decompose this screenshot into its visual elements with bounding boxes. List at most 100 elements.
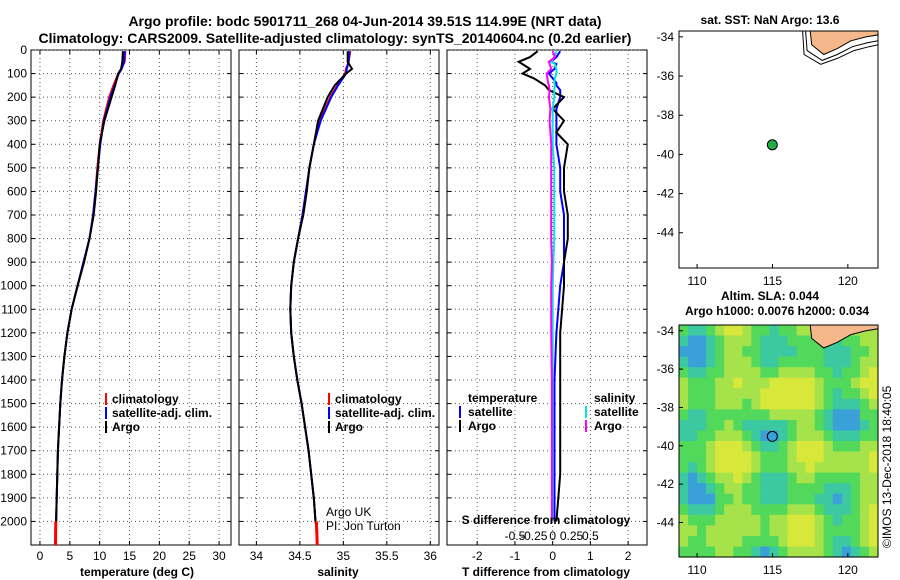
sla-cell — [706, 377, 716, 389]
legend-swatch-satellite — [328, 407, 330, 419]
sla-cell — [832, 356, 843, 368]
sla-cell — [697, 398, 707, 410]
sla-cell — [733, 546, 743, 558]
sla-cell — [697, 493, 707, 505]
sla-cell — [733, 367, 743, 379]
y-tick-label: -40 — [657, 439, 675, 453]
sla-cell — [859, 388, 870, 400]
sla-cell — [796, 398, 807, 410]
sla-cell — [706, 325, 716, 337]
map-frame — [678, 30, 879, 269]
sla-cell — [778, 430, 789, 442]
sla-cell — [869, 325, 879, 337]
y-tick-label: -44 — [657, 515, 675, 529]
sla-cell — [796, 504, 807, 516]
sla-cell — [751, 483, 761, 495]
sla-cell — [742, 325, 752, 337]
sla-cell — [742, 398, 752, 410]
sla-cell — [706, 346, 716, 358]
sla-cell — [823, 356, 834, 368]
legend-label: Argo — [468, 419, 496, 433]
sla-cell — [841, 483, 852, 495]
sla-cell — [850, 493, 861, 505]
salinity-xlabel: salinity — [317, 565, 359, 579]
sla-cell — [688, 430, 698, 442]
sla-cell — [697, 451, 707, 463]
sla-cell — [697, 546, 707, 558]
sla-cell — [869, 535, 879, 547]
sla-cell — [733, 430, 743, 442]
x-tick-label: 120 — [838, 274, 858, 288]
sla-cell — [805, 419, 816, 431]
sla-cell — [715, 493, 725, 505]
sla-cell — [706, 367, 716, 379]
x-tick-label: 35.5 — [375, 549, 399, 563]
sla-cell — [688, 441, 698, 453]
legend-swatch-climatology — [105, 393, 107, 405]
s-diff-tick-label: -0.5 — [505, 529, 526, 543]
x-tick-label: 115 — [763, 563, 782, 577]
difference-legend: temperature satellite Argo salinity sate… — [459, 391, 639, 433]
sla-cell — [841, 525, 852, 537]
sla-cell — [688, 409, 698, 421]
sla-cell — [697, 441, 707, 453]
legend-swatch-satellite — [105, 407, 107, 419]
sla-cell — [688, 367, 698, 379]
sla-cell — [724, 377, 734, 389]
sla-cell — [859, 462, 870, 474]
sla-cell — [805, 430, 816, 442]
sla-cell — [688, 514, 698, 526]
sla-cell — [832, 346, 843, 358]
sla-cell — [697, 483, 707, 495]
sla-cell — [715, 335, 725, 347]
sla-cell — [688, 525, 698, 537]
sla-cell — [769, 346, 780, 358]
legend-swatch-argo — [328, 421, 330, 433]
sla-cell — [724, 346, 734, 358]
x-tick-label: 2 — [625, 549, 632, 563]
sla-cell — [679, 493, 689, 505]
sla-cell — [869, 430, 879, 442]
sla-cell — [697, 462, 707, 474]
y-tick-label: -36 — [657, 69, 675, 83]
sla-cell — [859, 419, 870, 431]
sla-cell — [733, 451, 743, 463]
sla-cell — [814, 409, 825, 421]
sla-cell — [688, 546, 698, 558]
x-tick-label: 110 — [688, 563, 707, 577]
sla-cell — [832, 419, 843, 431]
sla-cell — [751, 430, 761, 442]
sla-cell — [850, 514, 861, 526]
sla-cell — [796, 419, 807, 431]
sla-cell — [823, 377, 834, 389]
sla-cell — [769, 525, 780, 537]
sla-cell — [841, 356, 852, 368]
sla-cell — [805, 398, 816, 410]
legend-label: Argo — [594, 419, 622, 433]
sla-cell — [823, 367, 834, 379]
sla-cell — [688, 325, 698, 337]
sla-cell — [814, 377, 825, 389]
sla-cell — [742, 493, 752, 505]
sla-cell — [715, 356, 725, 368]
sla-cell — [733, 409, 743, 421]
sla-cell — [733, 356, 743, 368]
sla-cell — [742, 377, 752, 389]
y-tick-label: 1900 — [0, 491, 27, 505]
x-tick-label: 35 — [337, 549, 351, 563]
sla-cell — [850, 409, 861, 421]
sla-cell — [679, 451, 689, 463]
plot-area — [446, 49, 648, 546]
sla-cell — [787, 325, 798, 337]
sla-cell — [869, 388, 879, 400]
map-frame — [678, 324, 879, 558]
sla-cell — [706, 546, 716, 558]
legend-swatch-s-argo — [585, 420, 587, 432]
sla-map-title2: Argo h1000: 0.0076 h2000: 0.034 — [685, 304, 869, 318]
sla-cell — [796, 388, 807, 400]
sla-cell — [679, 462, 689, 474]
y-tick-label: -36 — [657, 362, 675, 376]
sla-cell — [697, 525, 707, 537]
sla-cell — [796, 451, 807, 463]
diff-line-t-argo — [516, 50, 569, 522]
